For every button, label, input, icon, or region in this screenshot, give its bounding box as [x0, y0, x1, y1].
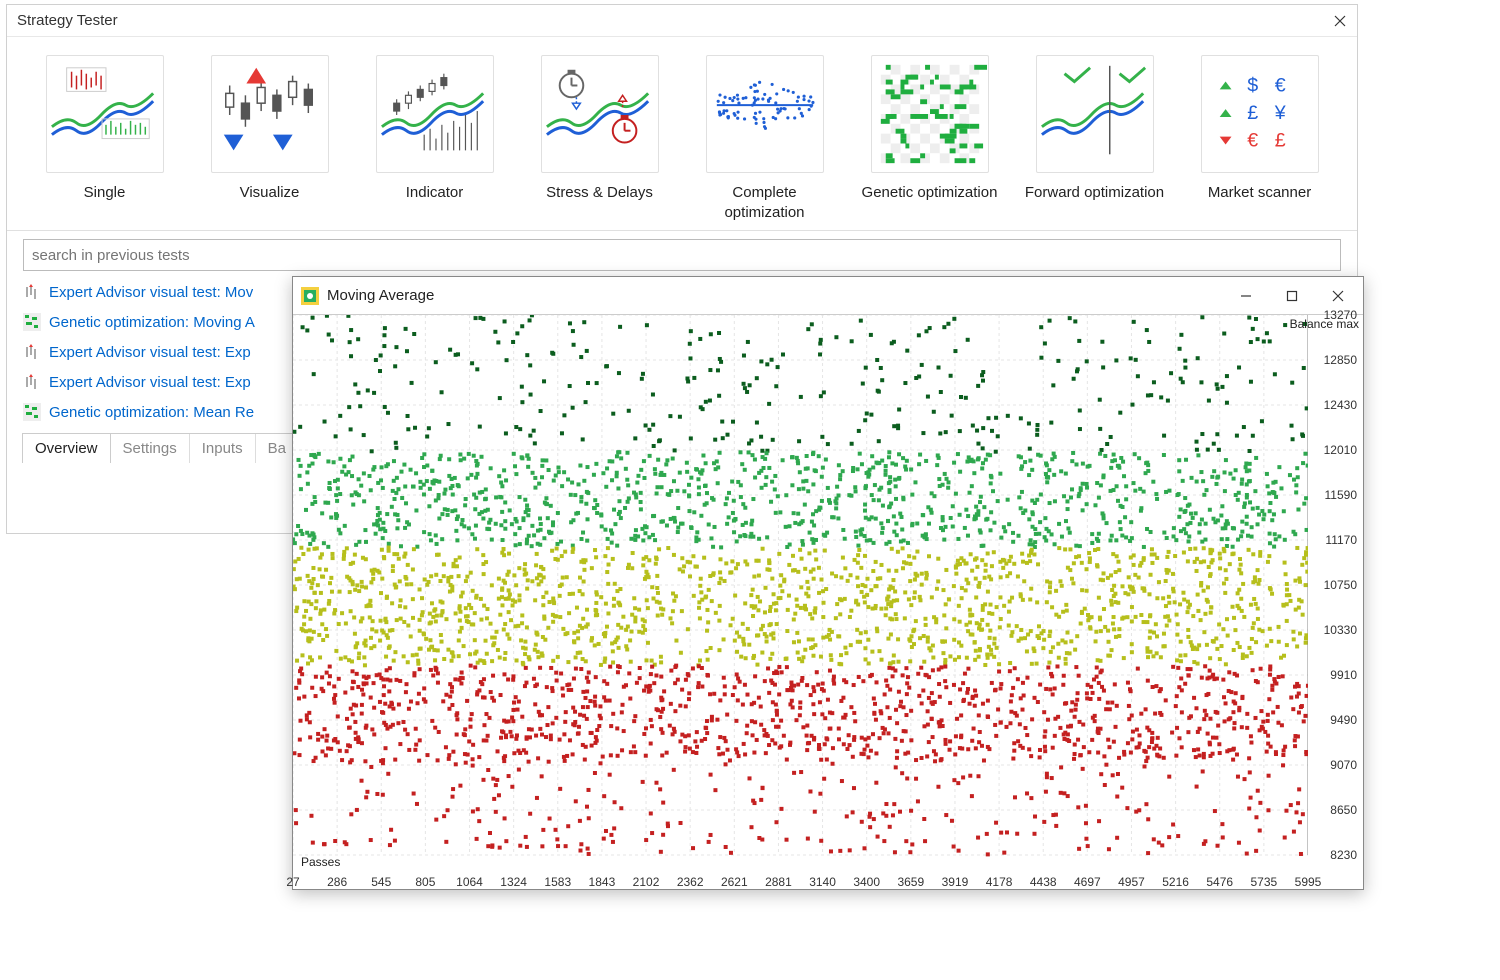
mode-icon: [1036, 55, 1154, 173]
x-tick-label: 1843: [589, 875, 616, 889]
x-tick-label: 286: [327, 875, 347, 889]
x-axis-title: Passes: [301, 855, 340, 869]
svg-text:€: €: [1247, 129, 1258, 151]
mode-card-forward-optimization[interactable]: Forward optimization: [1021, 55, 1168, 222]
svg-text:$: $: [1247, 74, 1258, 96]
x-tick-label: 3400: [853, 875, 880, 889]
minimize-icon[interactable]: [1223, 280, 1269, 312]
y-tick-label: 10750: [1324, 578, 1357, 592]
mode-label: Genetic optimization: [862, 183, 998, 203]
maximize-icon[interactable]: [1269, 280, 1315, 312]
mode-card-indicator[interactable]: Indicator: [361, 55, 508, 222]
scatter-chart: Balance max 1327012850124301201011590111…: [293, 315, 1363, 889]
mode-icon: [541, 55, 659, 173]
x-axis-labels: 2728654580510641324158318432102236226212…: [293, 871, 1308, 889]
mode-label: Market scanner: [1208, 183, 1311, 203]
mode-icon: [46, 55, 164, 173]
mode-label: Visualize: [240, 183, 300, 203]
mode-icon: [871, 55, 989, 173]
mode-label: Stress & Delays: [546, 183, 653, 203]
y-tick-label: 10330: [1324, 623, 1357, 637]
chart-titlebar: Moving Average: [293, 277, 1363, 315]
mode-card-genetic-optimization[interactable]: Genetic optimization: [856, 55, 1003, 222]
genetic-icon: [23, 313, 41, 331]
mode-icon: $ € £ ¥ € £: [1201, 55, 1319, 173]
moving-average-window: Moving Average Balance max 1327012850124…: [292, 276, 1364, 890]
close-icon[interactable]: [1331, 12, 1349, 30]
scatter-plot: [293, 315, 1308, 875]
mode-label: Indicator: [406, 183, 464, 203]
tab-inputs[interactable]: Inputs: [190, 434, 256, 463]
x-tick-label: 2881: [765, 875, 792, 889]
y-tick-label: 12430: [1324, 398, 1357, 412]
svg-text:£: £: [1247, 102, 1258, 124]
mode-card-complete-optimization[interactable]: Complete optimization: [691, 55, 838, 222]
x-tick-label: 2621: [721, 875, 748, 889]
x-tick-label: 4697: [1074, 875, 1101, 889]
tab-settings[interactable]: Settings: [111, 434, 190, 463]
mode-row: Single Visualize Indicator Stress & Dela…: [7, 37, 1357, 231]
app-icon: [301, 287, 319, 305]
main-titlebar: Strategy Tester: [7, 5, 1357, 37]
visualize-icon: [23, 283, 41, 301]
x-tick-label: 805: [415, 875, 435, 889]
x-tick-label: 5216: [1162, 875, 1189, 889]
mode-icon: [376, 55, 494, 173]
mode-label: Complete optimization: [691, 183, 838, 222]
x-tick-label: 1583: [544, 875, 571, 889]
mode-card-single[interactable]: Single: [31, 55, 178, 222]
x-tick-label: 545: [371, 875, 391, 889]
close-icon[interactable]: [1315, 280, 1361, 312]
svg-text:€: €: [1274, 74, 1285, 96]
main-title: Strategy Tester: [17, 12, 118, 29]
tab-overview[interactable]: Overview: [22, 433, 111, 463]
chart-title: Moving Average: [327, 287, 1223, 304]
x-tick-label: 5476: [1206, 875, 1233, 889]
x-tick-label: 3140: [809, 875, 836, 889]
x-tick-label: 1064: [456, 875, 483, 889]
mode-icon: [211, 55, 329, 173]
recent-test-link: Expert Advisor visual test: Mov: [49, 284, 253, 301]
x-tick-label: 4957: [1118, 875, 1145, 889]
x-tick-label: 3659: [897, 875, 924, 889]
y-tick-label: 12010: [1324, 443, 1357, 457]
mode-label: Single: [84, 183, 126, 203]
recent-test-link: Genetic optimization: Mean Re: [49, 404, 254, 421]
x-tick-label: 4178: [986, 875, 1013, 889]
genetic-icon: [23, 403, 41, 421]
y-axis-labels: 1327012850124301201011590111701075010330…: [1311, 315, 1361, 875]
x-tick-label: 5735: [1251, 875, 1278, 889]
y-tick-label: 8230: [1330, 848, 1357, 862]
y-tick-label: 13270: [1324, 308, 1357, 322]
visualize-icon: [23, 373, 41, 391]
recent-test-link: Expert Advisor visual test: Exp: [49, 344, 251, 361]
x-tick-label: 1324: [500, 875, 527, 889]
mode-icon: [706, 55, 824, 173]
y-tick-label: 9490: [1330, 713, 1357, 727]
x-tick-label: 2102: [633, 875, 660, 889]
mode-card-market-scanner[interactable]: $ € £ ¥ € £ Market scanner: [1186, 55, 1333, 222]
y-tick-label: 8650: [1330, 803, 1357, 817]
search-input[interactable]: [23, 239, 1341, 271]
y-tick-label: 12850: [1324, 353, 1357, 367]
svg-text:¥: ¥: [1273, 102, 1285, 124]
visualize-icon: [23, 343, 41, 361]
recent-test-link: Expert Advisor visual test: Exp: [49, 374, 251, 391]
mode-label: Forward optimization: [1025, 183, 1164, 203]
svg-text:£: £: [1274, 129, 1285, 151]
mode-card-stress-delays[interactable]: Stress & Delays: [526, 55, 673, 222]
x-tick-label: 4438: [1030, 875, 1057, 889]
x-tick-label: 3919: [942, 875, 969, 889]
y-tick-label: 11170: [1325, 533, 1357, 547]
x-tick-label: 2362: [677, 875, 704, 889]
x-tick-label: 5995: [1295, 875, 1322, 889]
y-tick-label: 11590: [1325, 488, 1357, 502]
x-tick-label: 27: [286, 875, 299, 889]
y-tick-label: 9070: [1330, 758, 1357, 772]
mode-card-visualize[interactable]: Visualize: [196, 55, 343, 222]
recent-test-link: Genetic optimization: Moving A: [49, 314, 255, 331]
y-tick-label: 9910: [1330, 668, 1357, 682]
